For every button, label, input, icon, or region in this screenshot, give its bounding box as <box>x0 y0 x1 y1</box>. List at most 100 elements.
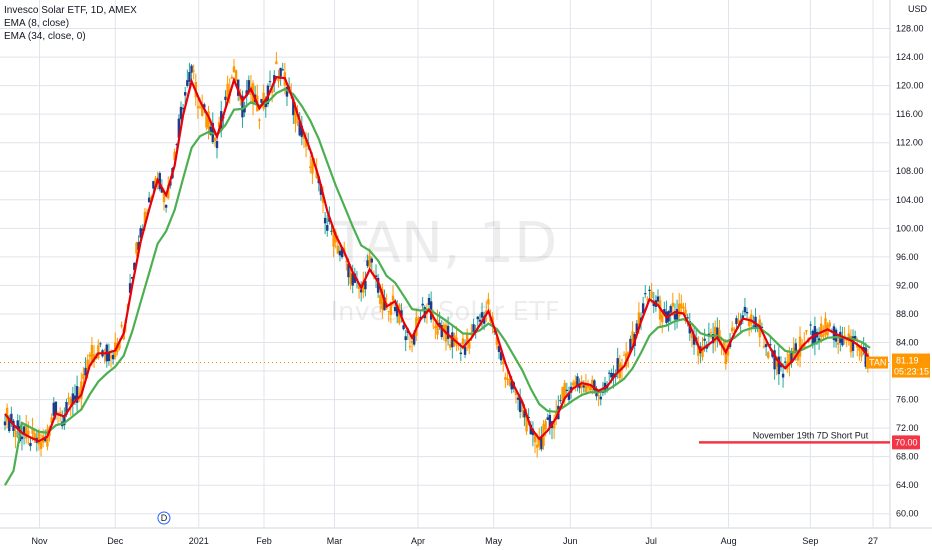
candle-body <box>205 111 208 128</box>
candle-body <box>847 333 850 339</box>
candle-body <box>610 372 613 378</box>
candle-body <box>311 159 314 174</box>
candle-body <box>576 376 579 386</box>
candle-body <box>525 415 528 432</box>
price-tick-label: 108.00 <box>896 166 924 176</box>
candle-body <box>764 344 768 348</box>
candle-body <box>701 345 704 358</box>
candle-body <box>472 324 475 333</box>
candle-body <box>504 377 507 380</box>
candle-body <box>20 436 24 440</box>
price-tick-label: 120.00 <box>896 81 924 91</box>
date-tick-label: Mar <box>327 536 343 546</box>
candle-body <box>135 242 138 254</box>
candle-body <box>781 373 785 378</box>
candle-body <box>188 72 191 82</box>
candle-body <box>120 325 123 327</box>
candle-body <box>107 352 111 362</box>
ema8-line <box>4 75 871 443</box>
candle-body <box>724 348 728 364</box>
candle-body <box>803 342 806 350</box>
candle-body <box>773 350 776 370</box>
candle-body <box>417 318 420 321</box>
candle-body <box>82 373 85 380</box>
candle-body <box>737 319 740 324</box>
price-tick-label: 128.00 <box>896 24 924 34</box>
candle-body <box>805 330 808 332</box>
candle-body <box>366 260 369 267</box>
candle-body <box>451 332 454 348</box>
price-tick-label: 76.00 <box>896 395 919 405</box>
candle-body <box>277 78 280 82</box>
candle-body <box>499 352 503 361</box>
candle-body <box>584 383 588 393</box>
candle-body <box>675 309 679 320</box>
candle-body <box>646 298 649 300</box>
candle-body <box>834 329 838 342</box>
candle-body <box>487 299 490 305</box>
candle-body <box>90 345 94 364</box>
candle-body <box>243 106 246 113</box>
candle-body <box>152 181 155 189</box>
candle-body <box>294 107 297 124</box>
candle-body <box>84 367 87 376</box>
candle-body <box>518 397 522 412</box>
ema34-line <box>4 87 871 486</box>
candle-body <box>841 336 844 346</box>
candle-body <box>224 96 227 100</box>
candle-body <box>22 426 26 436</box>
date-tick-label: Dec <box>107 536 124 546</box>
candle-body <box>730 327 734 332</box>
candle-body <box>44 437 47 442</box>
candle-body <box>54 401 58 416</box>
candle-body <box>779 364 783 368</box>
candle-body <box>419 316 422 319</box>
candle-body <box>529 424 532 435</box>
symbol-tag-text: TAN <box>869 358 886 368</box>
candle-body <box>190 65 193 73</box>
candle-body <box>465 334 469 343</box>
candle-body <box>33 433 36 440</box>
candle-body <box>177 118 181 138</box>
candle-body <box>752 325 755 327</box>
candle-body <box>258 119 261 121</box>
candle-body <box>46 429 49 447</box>
candle-body <box>270 86 274 94</box>
candle-body <box>497 345 501 352</box>
candle-body <box>588 386 592 391</box>
candle-body <box>302 134 306 139</box>
candle-body <box>71 393 75 405</box>
candle-body <box>362 281 365 293</box>
candle-body <box>828 322 831 327</box>
candle-body <box>137 242 140 251</box>
candle-body <box>760 326 764 329</box>
candle-body <box>538 438 541 447</box>
candle-body <box>442 324 446 332</box>
candle-body <box>404 336 407 341</box>
candle-body <box>374 275 378 278</box>
candle-body <box>376 277 380 293</box>
chart-title: Invesco Solar ETF, 1D, AMEX <box>4 5 137 16</box>
candle-body <box>203 104 206 108</box>
candle-body <box>735 318 738 325</box>
candle-body <box>396 305 399 317</box>
candle-body <box>762 345 766 348</box>
candle-body <box>410 341 414 344</box>
candle-body <box>232 66 236 73</box>
price-tick-label: 92.00 <box>896 280 919 290</box>
candle-body <box>207 111 210 129</box>
candle-body <box>811 330 814 346</box>
candle-body <box>275 61 278 65</box>
candle-body <box>215 141 219 149</box>
candle-body <box>133 262 136 270</box>
candle-body <box>118 341 121 349</box>
date-tick-label: Jun <box>563 536 578 546</box>
candle-body <box>851 336 855 351</box>
candle-body <box>326 225 329 231</box>
candle-body <box>383 297 386 311</box>
candle-body <box>468 342 471 349</box>
candle-body <box>279 67 282 77</box>
price-tick-label: 88.00 <box>896 309 919 319</box>
candle-body <box>10 413 13 424</box>
